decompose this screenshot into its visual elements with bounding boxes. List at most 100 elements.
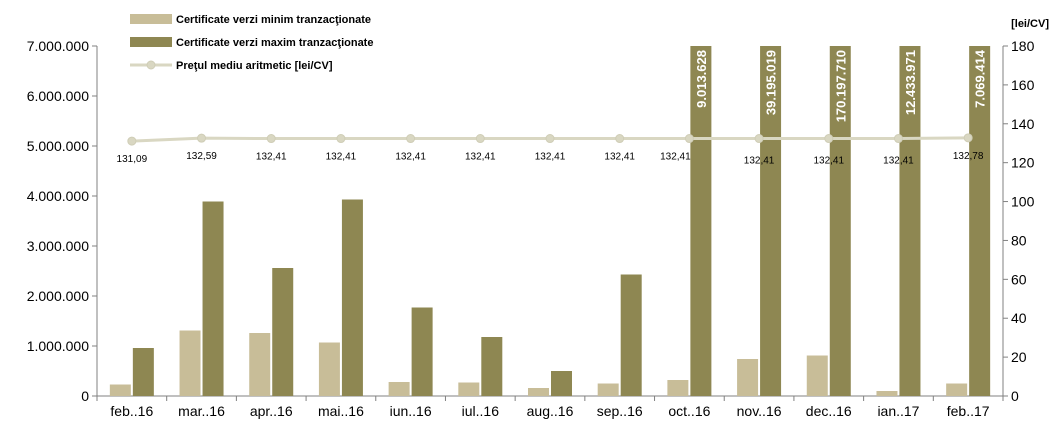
bar-min (179, 330, 201, 396)
y-left-tick-label: 4.000.000 (27, 188, 89, 204)
x-tick-label: mai..16 (318, 403, 364, 419)
bar-max (551, 371, 572, 396)
price-point (406, 134, 416, 144)
price-value-label: 132,41 (395, 152, 426, 163)
bar-min (458, 382, 480, 396)
price-value-label: 132,41 (256, 152, 287, 163)
price-value-label: 132,41 (744, 156, 775, 167)
x-tick-label: iul..16 (462, 403, 500, 419)
x-tick-label: mar..16 (178, 403, 225, 419)
price-value-label: 132,41 (465, 152, 496, 163)
y-left-tick-label: 2.000.000 (27, 288, 89, 304)
legend-label: Certificate verzi minim tranzacţionate (176, 14, 371, 26)
data-labels: 9.013.628 39.195.019 170.197.710 12.433.971… (117, 49, 988, 166)
bar-min (249, 333, 271, 396)
y-right-tick-label: 160 (1011, 77, 1035, 93)
price-point (615, 134, 625, 144)
legend-swatch (130, 37, 172, 47)
price-value-label: 132,41 (813, 156, 844, 167)
legend-label: Preţul mediu aritmetic [lei/CV] (176, 60, 333, 72)
bar-max (899, 46, 921, 396)
price-point (545, 134, 555, 144)
bar-max (620, 274, 642, 396)
price-point (824, 134, 834, 144)
price-point (475, 134, 485, 144)
x-tick-label: sep..16 (597, 403, 643, 419)
price-point (197, 133, 207, 143)
bar-min (667, 380, 689, 396)
bar-min (388, 382, 410, 396)
y-right-tick-label: 60 (1011, 271, 1027, 287)
y-right-tick-label: 40 (1011, 310, 1027, 326)
bar-min (597, 383, 619, 396)
x-tick-label: nov..16 (737, 403, 782, 419)
price-value-label: 132,41 (535, 152, 566, 163)
y-right-tick-label: 120 (1011, 155, 1035, 171)
y-right-tick-label: 80 (1011, 232, 1027, 248)
bar-max-value-label: 39.195.019 (764, 50, 779, 115)
price-point (684, 134, 694, 144)
y-right-tick-label: 140 (1011, 116, 1035, 132)
bar-max-value-label: 9.013.628 (694, 50, 709, 108)
price-point (127, 136, 137, 146)
bar-max (272, 268, 294, 396)
price-value-label: 131,09 (117, 154, 148, 165)
bar-max-value-label: 7.069.414 (973, 49, 988, 108)
bar-max-value-label: 170.197.710 (833, 50, 848, 122)
y-right-unit-label: [lei/CV] (1011, 18, 1049, 30)
bar-max-value-label: 12.433.971 (903, 50, 918, 115)
price-point (336, 134, 346, 144)
x-tick-label: ian..17 (877, 403, 919, 419)
bar-max (969, 46, 991, 396)
y-left-tick-label: 7.000.000 (27, 38, 89, 54)
bar-min (318, 342, 340, 396)
price-point (266, 134, 276, 144)
bar-min (528, 388, 549, 396)
bar-min (876, 391, 898, 396)
price-line (127, 133, 973, 146)
y-left-tick-label: 5.000.000 (27, 138, 89, 154)
y-left-tick-label: 1.000.000 (27, 338, 89, 354)
axes (96, 46, 1004, 397)
y-left-tick-label: 6.000.000 (27, 88, 89, 104)
x-tick-label: apr..16 (250, 403, 293, 419)
price-value-label: 132,41 (660, 152, 691, 163)
bar-min (109, 384, 131, 396)
y-left-tick-label: 3.000.000 (27, 238, 89, 254)
ticks: 0 1.000.000 2.000.000 3.000.000 4.000.000 5.0… (27, 18, 1050, 419)
bar-max (760, 46, 782, 396)
bar-max (202, 201, 224, 396)
bar-max (690, 46, 712, 396)
bar-max (411, 307, 433, 396)
price-value-label: 132,41 (604, 152, 635, 163)
price-value-label: 132,41 (883, 156, 914, 167)
bar-min (806, 355, 828, 396)
bar-max (829, 46, 851, 396)
price-value-label: 132,78 (953, 151, 984, 162)
y-right-tick-label: 100 (1011, 194, 1035, 210)
bar-max (481, 337, 503, 396)
x-tick-label: dec..16 (806, 403, 852, 419)
y-right-tick-label: 180 (1011, 38, 1035, 54)
bar-max (132, 348, 154, 396)
price-point (963, 133, 973, 143)
legend: Certificate verzi minim tranzacţionate Ce… (130, 14, 373, 72)
x-tick-label: feb..17 (947, 403, 990, 419)
price-value-label: 132,41 (326, 152, 357, 163)
x-tick-label: iun..16 (390, 403, 432, 419)
y-right-tick-label: 20 (1011, 349, 1027, 365)
legend-swatch (130, 14, 172, 24)
bar-max (341, 199, 363, 396)
legend-marker (146, 60, 156, 70)
bar-min (946, 383, 968, 396)
legend-label: Certificate verzi maxim tranzacţionate (176, 37, 373, 49)
x-tick-label: feb..16 (110, 403, 153, 419)
x-tick-label: oct..16 (668, 403, 710, 419)
bar-min (737, 359, 759, 396)
price-point (893, 134, 903, 144)
y-right-tick-label: 0 (1011, 388, 1019, 404)
price-point (754, 134, 764, 144)
bars (109, 46, 991, 396)
y-left-tick-label: 0 (81, 388, 89, 404)
